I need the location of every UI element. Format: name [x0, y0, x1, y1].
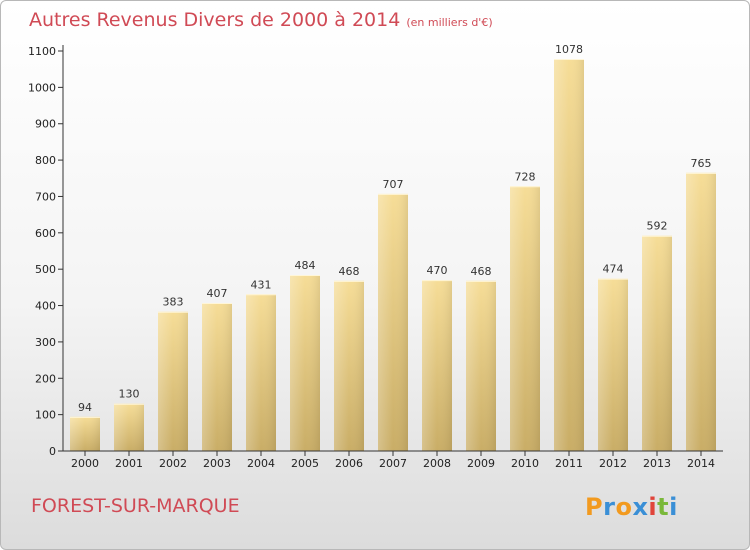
y-tick-label: 900 [35, 118, 56, 131]
bar-shade [642, 235, 672, 451]
y-tick-label: 1100 [28, 45, 56, 58]
logo-letter: r [603, 493, 616, 521]
x-tick-label: 2009 [467, 457, 495, 470]
bar-shade [378, 193, 408, 451]
bar-shade [158, 311, 188, 451]
bar-value-label: 707 [383, 178, 404, 191]
y-tick-label: 300 [35, 336, 56, 349]
logo-letter: t [657, 493, 670, 521]
x-tick-label: 2003 [203, 457, 231, 470]
logo-letter: o [615, 493, 633, 521]
bar-shade [202, 303, 232, 451]
x-tick-label: 2014 [687, 457, 715, 470]
logo-letter: x [632, 493, 649, 521]
bar-value-label: 484 [295, 259, 316, 272]
bar-value-label: 383 [163, 296, 184, 309]
chart-title-text: Autres Revenus Divers de 2000 à 2014 [29, 9, 401, 31]
y-tick-label: 700 [35, 190, 56, 203]
bar-value-label: 474 [603, 263, 624, 276]
bar-shade [70, 416, 100, 451]
chart-unit-note: (en milliers d'€) [406, 16, 493, 29]
bar-shade [334, 280, 364, 451]
bar-value-label: 592 [647, 220, 668, 233]
bar-shade [554, 59, 584, 451]
y-tick-label: 800 [35, 154, 56, 167]
bar-shade [290, 275, 320, 451]
x-tick-label: 2006 [335, 457, 363, 470]
bar-shade [686, 172, 716, 451]
bar-value-label: 94 [78, 401, 92, 414]
proxiti-logo: Proxiti [585, 493, 678, 521]
y-tick-label: 100 [35, 409, 56, 422]
y-tick-label: 0 [49, 445, 56, 458]
bar-value-label: 431 [251, 278, 272, 291]
x-tick-label: 2010 [511, 457, 539, 470]
logo-letter: i [669, 493, 678, 521]
x-tick-label: 2002 [159, 457, 187, 470]
x-tick-label: 2008 [423, 457, 451, 470]
bar-shade [598, 278, 628, 451]
bar-value-label: 407 [207, 287, 228, 300]
chart-title: Autres Revenus Divers de 2000 à 2014 (en … [29, 9, 493, 31]
y-tick-label: 200 [35, 372, 56, 385]
bar-value-label: 130 [119, 388, 140, 401]
logo-letter: i [648, 493, 658, 521]
logo-letter: P [585, 493, 604, 521]
x-tick-label: 2001 [115, 457, 143, 470]
bar-shade [510, 186, 540, 452]
bar-shade [422, 280, 452, 451]
bar-value-label: 1078 [555, 43, 583, 56]
location-name: FOREST-SUR-MARQUE [31, 495, 240, 517]
x-tick-label: 2012 [599, 457, 627, 470]
bar-shade [246, 294, 276, 451]
bar-shade [114, 403, 144, 451]
x-tick-label: 2005 [291, 457, 319, 470]
bar-shade [466, 280, 496, 451]
bar-value-label: 470 [427, 264, 448, 277]
y-tick-label: 1000 [28, 81, 56, 94]
bar-value-label: 728 [515, 170, 536, 183]
bar-value-label: 468 [471, 265, 492, 278]
y-tick-label: 500 [35, 263, 56, 276]
bar-value-label: 765 [691, 157, 712, 170]
x-tick-label: 2004 [247, 457, 275, 470]
bar-value-label: 468 [339, 265, 360, 278]
x-tick-label: 2011 [555, 457, 583, 470]
y-tick-label: 600 [35, 227, 56, 240]
x-tick-label: 2013 [643, 457, 671, 470]
x-tick-label: 2000 [71, 457, 99, 470]
x-tick-label: 2007 [379, 457, 407, 470]
y-tick-label: 400 [35, 300, 56, 313]
